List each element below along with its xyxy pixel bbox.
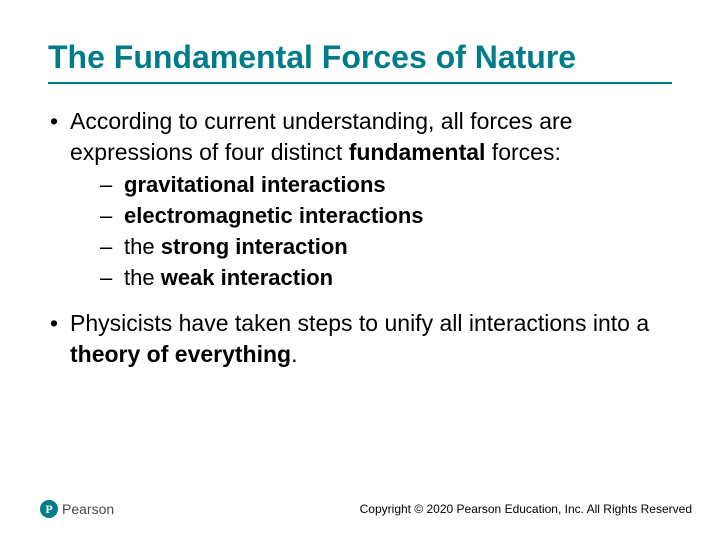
bullet-text-bold: fundamental — [349, 139, 486, 165]
pearson-logo-icon: P — [40, 500, 58, 518]
sub-item: the weak interaction — [100, 263, 672, 294]
sub-item: gravitational interactions — [100, 170, 672, 201]
sub-item: electromagnetic interactions — [100, 201, 672, 232]
bullet-text-bold: theory of everything — [70, 341, 291, 367]
pearson-logo: P Pearson — [40, 500, 114, 518]
sub-text-bold: electromagnetic interactions — [124, 203, 424, 228]
sub-item: the strong interaction — [100, 232, 672, 263]
copyright-text: Copyright © 2020 Pearson Education, Inc.… — [360, 502, 692, 516]
bullet-item: Physicists have taken steps to unify all… — [48, 308, 672, 370]
slide-title: The Fundamental Forces of Nature — [48, 38, 672, 84]
pearson-logo-text: Pearson — [62, 501, 114, 517]
sub-bullet-list: gravitational interactions electromagnet… — [70, 170, 672, 293]
bullet-text-post: forces: — [485, 139, 560, 165]
slide: The Fundamental Forces of Nature Accordi… — [0, 0, 720, 540]
sub-text-bold: gravitational interactions — [124, 172, 386, 197]
sub-text-plain: the — [124, 234, 161, 259]
bullet-text-pre: Physicists have taken steps to unify all… — [70, 310, 649, 336]
sub-text-plain: the — [124, 265, 161, 290]
sub-text-bold: weak interaction — [161, 265, 333, 290]
bullet-item: According to current understanding, all … — [48, 106, 672, 293]
main-bullet-list: According to current understanding, all … — [48, 106, 672, 369]
sub-text-bold: strong interaction — [161, 234, 348, 259]
slide-footer: P Pearson Copyright © 2020 Pearson Educa… — [0, 500, 720, 518]
bullet-text-post: . — [291, 341, 297, 367]
